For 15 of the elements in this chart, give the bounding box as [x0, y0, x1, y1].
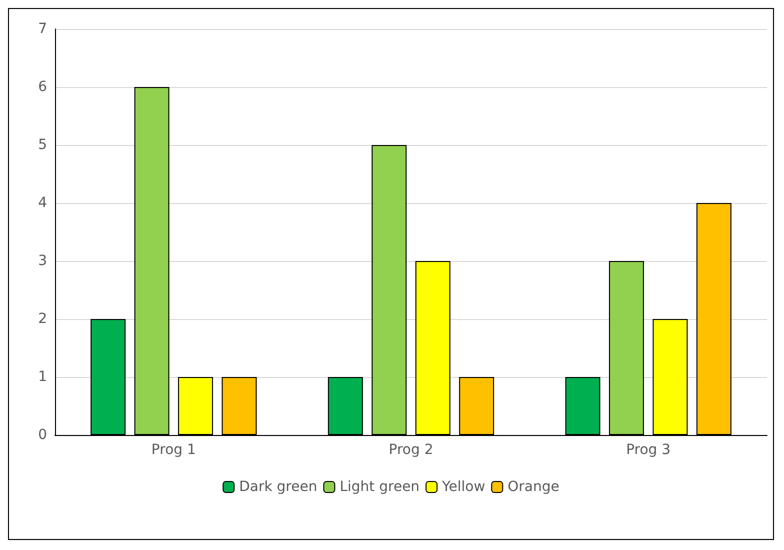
- y-tick-label: 1: [38, 369, 47, 385]
- legend-label: Light green: [340, 479, 420, 495]
- y-tick-label: 2: [38, 311, 47, 327]
- y-tick-label: 4: [38, 195, 48, 211]
- x-tick-label: Prog 1: [151, 442, 196, 458]
- y-tick-label: 5: [38, 137, 47, 153]
- y-tick-label: 0: [38, 427, 47, 443]
- legend-label: Yellow: [441, 479, 486, 495]
- legend-label: Orange: [508, 479, 560, 495]
- y-tick-label: 7: [38, 21, 47, 37]
- y-tick-label: 3: [38, 253, 47, 269]
- y-tick-label: 6: [38, 79, 48, 95]
- x-tick-label: Prog 2: [388, 442, 434, 458]
- x-tick-label: Prog 3: [626, 442, 671, 458]
- legend-label: Dark green: [239, 479, 318, 495]
